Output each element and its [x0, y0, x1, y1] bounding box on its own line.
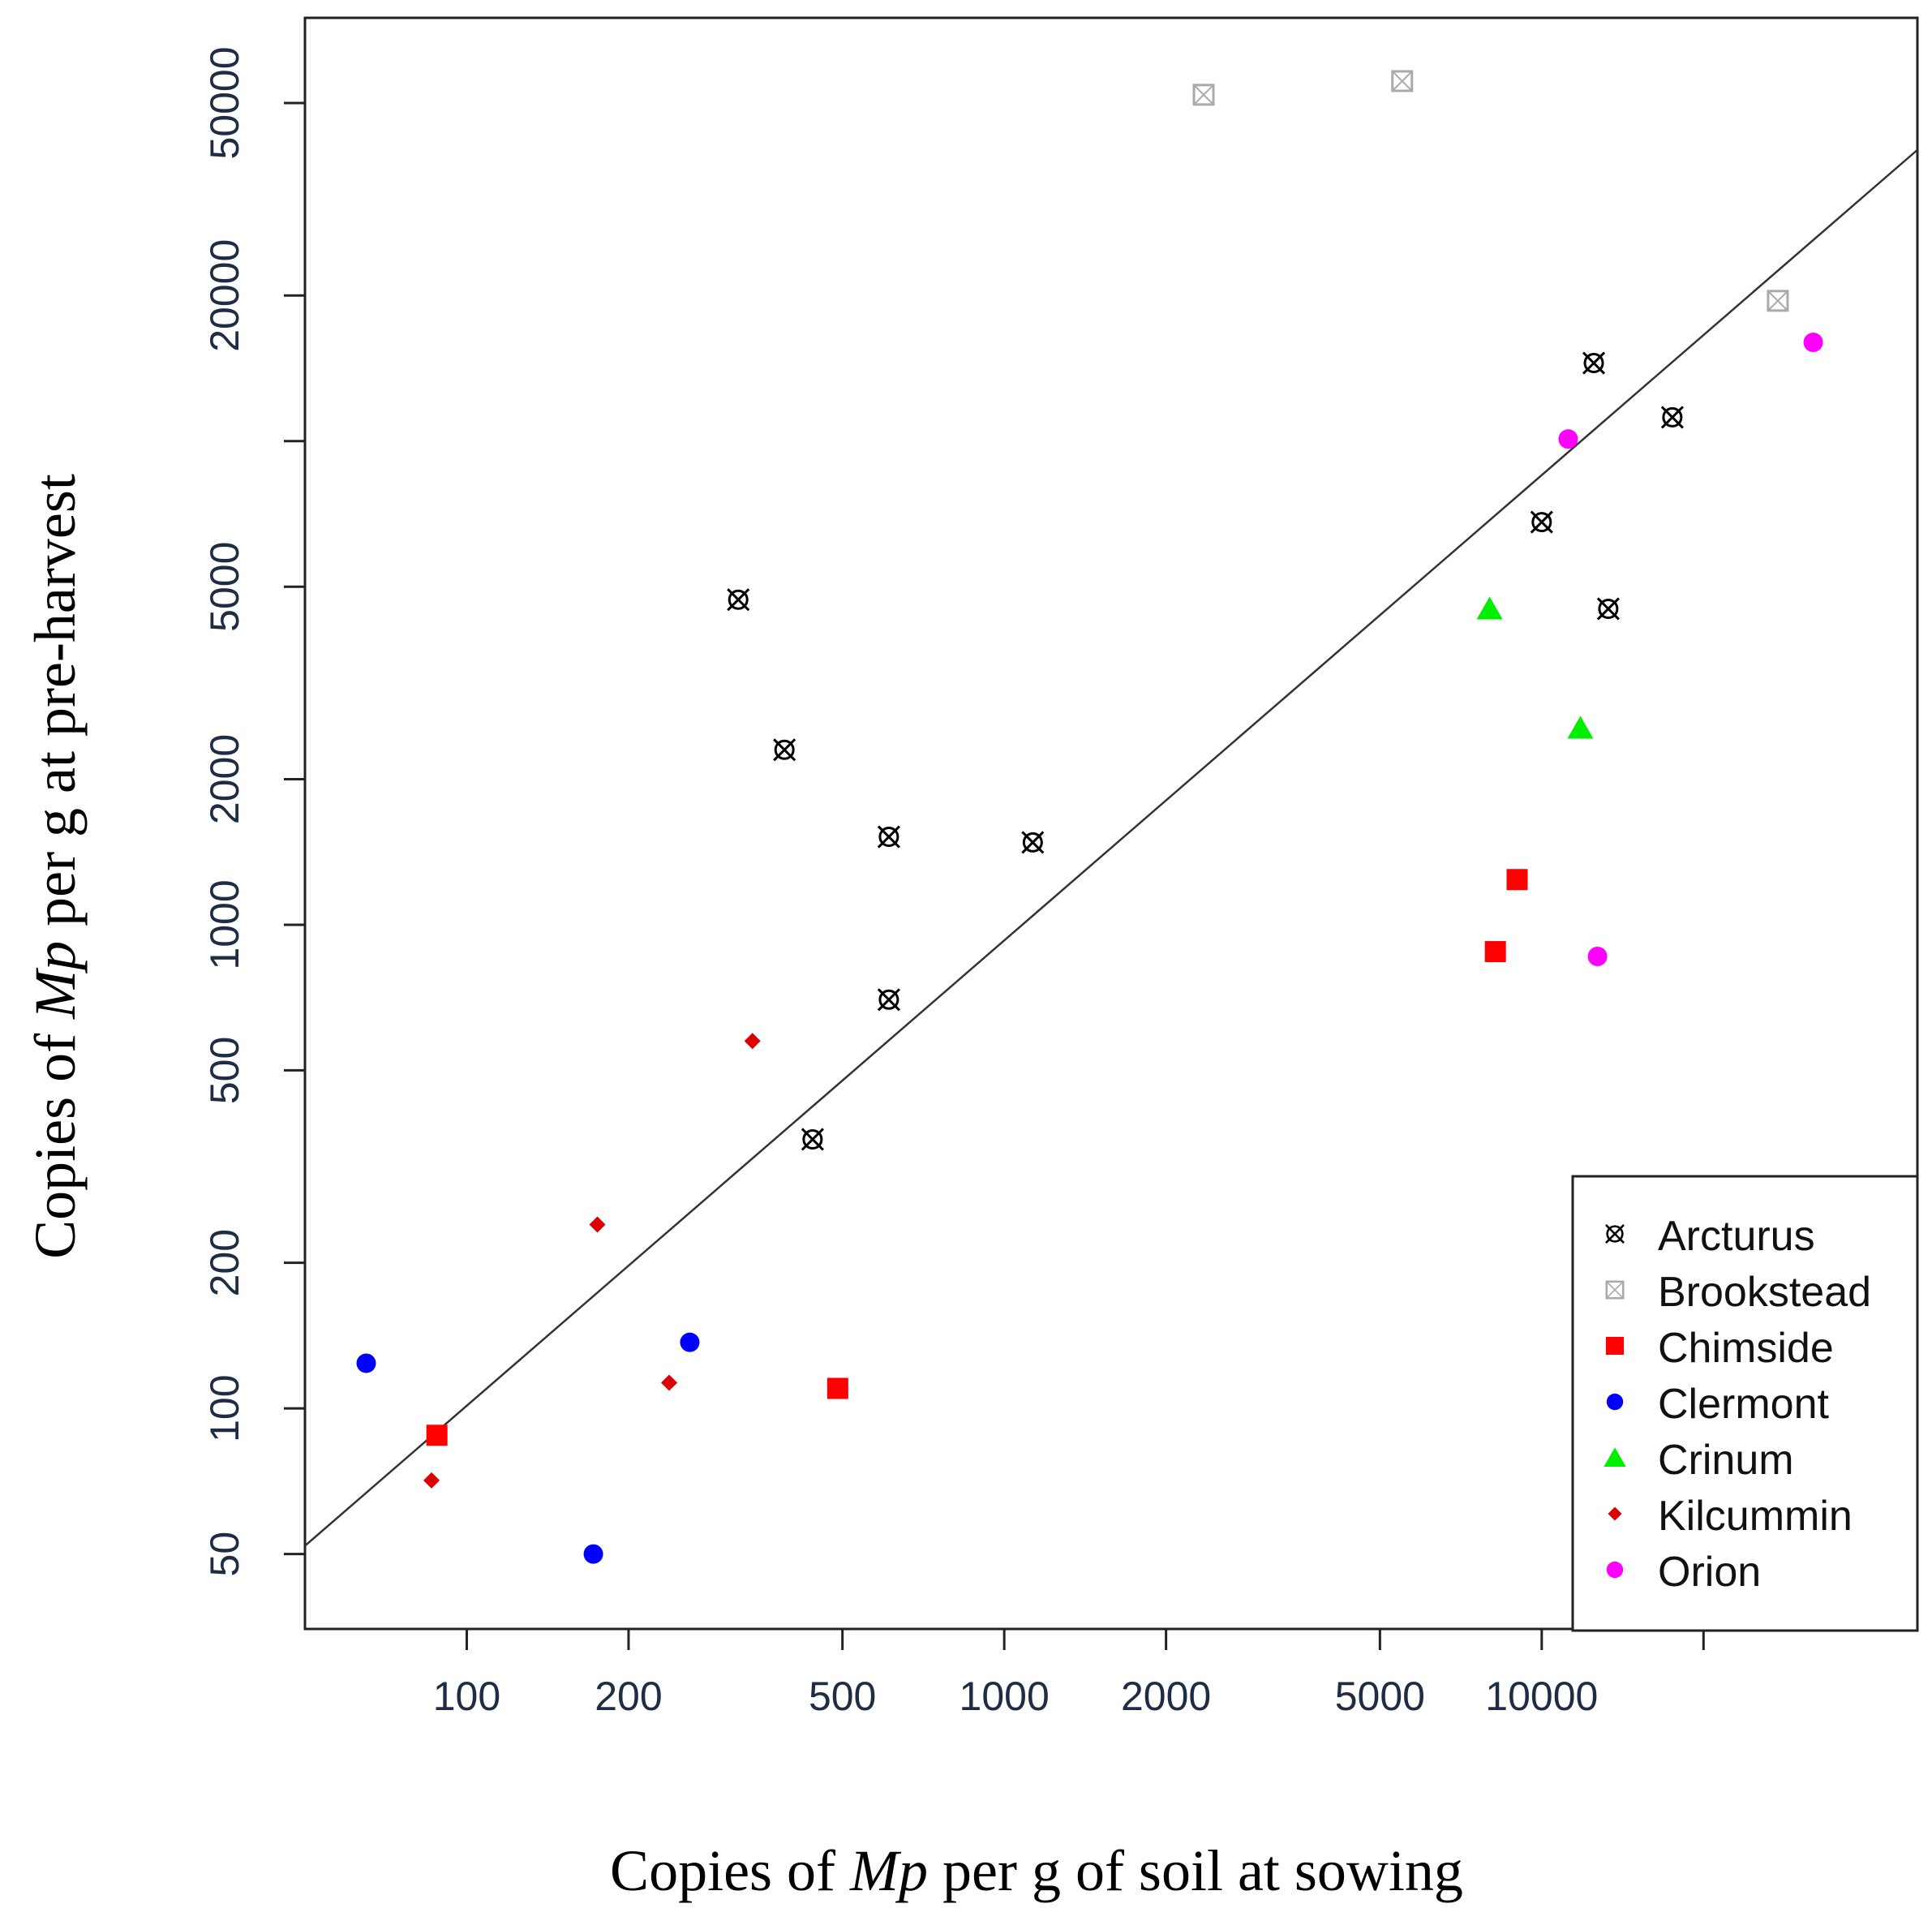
x-axis-title: Copies of Mp per g of soil at sowing: [610, 1838, 1463, 1903]
x-tick-label: 500: [809, 1674, 876, 1719]
data-point-orion: [1558, 429, 1578, 449]
legend-label-orion: Orion: [1658, 1549, 1761, 1596]
legend-marker-arcturus: [1605, 1224, 1625, 1244]
x-tick-label: 5000: [1335, 1674, 1425, 1719]
legend-label-clermont: Clermont: [1658, 1381, 1829, 1428]
y-tick-label: 50: [202, 1532, 247, 1577]
data-point-chimside: [426, 1425, 448, 1446]
data-point-brookstead: [1192, 84, 1215, 106]
legend-label-crinum: Crinum: [1658, 1437, 1794, 1484]
data-point-chimside: [1506, 869, 1528, 891]
y-tick-label: 2000: [202, 734, 247, 824]
data-point-arcturus: [877, 825, 900, 849]
data-point-crinum: [1476, 596, 1503, 620]
y-tick-label: 200: [202, 1229, 247, 1296]
data-point-chimside: [1484, 941, 1506, 963]
x-tick-label: 200: [595, 1674, 662, 1719]
y-tick-label: 20000: [202, 239, 247, 352]
y-tick-label: 1000: [202, 879, 247, 969]
data-point-clermont: [356, 1353, 376, 1373]
data-point-arcturus: [727, 588, 750, 612]
data-point-arcturus: [1660, 406, 1684, 429]
data-point-kilcummin: [744, 1033, 761, 1050]
x-tick-label: 10000: [1485, 1674, 1598, 1719]
legend-label-kilcummin: Kilcummin: [1658, 1493, 1853, 1540]
data-point-clermont: [680, 1332, 700, 1352]
legend-marker-chimside: [1605, 1336, 1625, 1356]
x-tick-label: 1000: [960, 1674, 1050, 1719]
data-point-arcturus: [1021, 831, 1045, 854]
y-tick-label: 50000: [202, 46, 247, 159]
y-tick-label: 100: [202, 1374, 247, 1442]
legend-label-arcturus: Arcturus: [1658, 1213, 1815, 1260]
data-point-orion: [1587, 946, 1608, 966]
data-point-clermont: [583, 1544, 603, 1564]
data-point-arcturus: [1596, 597, 1620, 621]
legend-box: [1571, 1175, 1919, 1632]
legend-marker-orion: [1606, 1561, 1624, 1579]
legend-label-brookstead: Brookstead: [1658, 1269, 1871, 1316]
data-point-arcturus: [801, 1128, 824, 1151]
x-tick-label: 100: [433, 1674, 500, 1719]
data-point-orion: [1803, 333, 1823, 353]
data-point-kilcummin: [661, 1374, 678, 1391]
y-tick-label: 500: [202, 1037, 247, 1104]
legend-marker-brookstead: [1605, 1280, 1625, 1300]
data-point-kilcummin: [589, 1216, 606, 1233]
data-point-brookstead: [1767, 290, 1789, 312]
regression-line: [305, 148, 1917, 1547]
data-point-arcturus: [877, 988, 900, 1012]
legend-marker-kilcummin: [1608, 1506, 1622, 1521]
legend-label-chimside: Chimside: [1658, 1325, 1834, 1372]
y-axis-title: Copies of Mp per g at pre-harvest: [23, 474, 88, 1259]
legend: Arcturus Brookstead Chimside Clermont Crinum…: [1571, 1175, 1919, 1632]
data-point-arcturus: [773, 738, 796, 762]
legend-marker-clermont: [1606, 1393, 1624, 1411]
legend-marker-crinum: [1604, 1447, 1626, 1468]
x-tick-label: 2000: [1121, 1674, 1211, 1719]
data-point-arcturus: [1582, 351, 1606, 375]
data-point-kilcummin: [423, 1472, 440, 1489]
y-tick-label: 5000: [202, 542, 247, 632]
data-point-brookstead: [1391, 70, 1414, 92]
data-point-chimside: [826, 1377, 848, 1399]
data-point-arcturus: [1530, 510, 1553, 534]
data-point-crinum: [1567, 716, 1594, 739]
